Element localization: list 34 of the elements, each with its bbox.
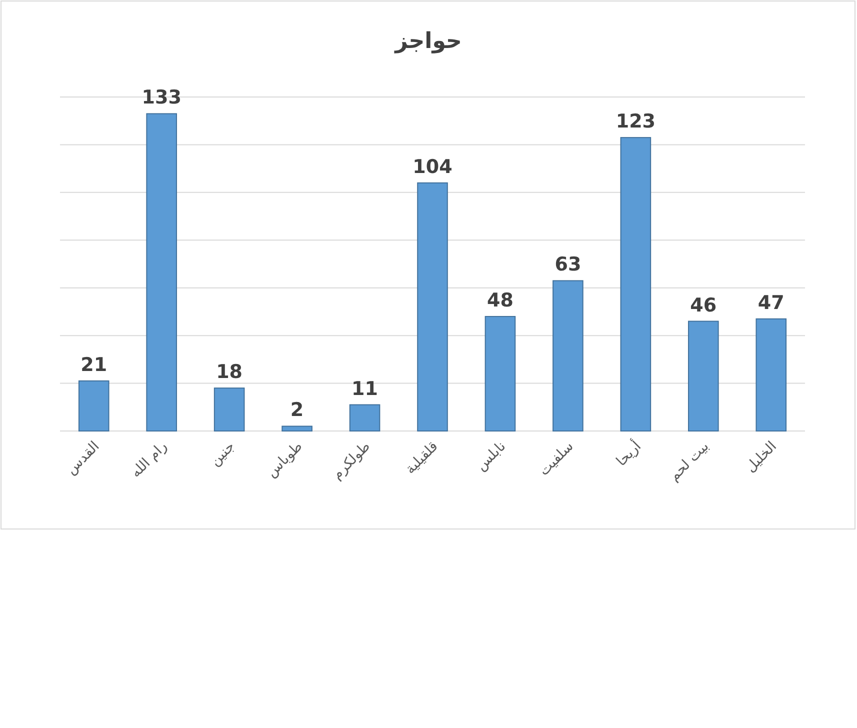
data-label: 18 — [216, 361, 243, 384]
data-label: 11 — [352, 378, 378, 400]
x-tick-label: رام الله — [128, 438, 170, 481]
bar — [214, 388, 245, 432]
x-tick-label: طوباس — [264, 438, 306, 481]
chart-title: حواجز — [394, 29, 462, 54]
x-tick-label: بيت لحم — [666, 438, 712, 484]
bar — [146, 113, 177, 432]
bar — [417, 182, 448, 432]
data-label: 63 — [554, 254, 582, 276]
x-tick-label: الخليل — [742, 438, 780, 476]
x-tick-label: نابلس — [473, 438, 510, 474]
bar — [349, 404, 380, 432]
data-label: 46 — [690, 294, 717, 316]
x-tick-label: قلقيلية — [402, 438, 442, 478]
bar — [282, 426, 312, 432]
bar — [484, 316, 516, 432]
bar — [552, 280, 584, 432]
x-tick-label: جنين — [207, 438, 238, 470]
x-tick-label: القدس — [63, 438, 103, 478]
bar — [756, 318, 787, 432]
data-label: 47 — [758, 292, 784, 314]
bar — [688, 320, 719, 432]
bar — [620, 137, 652, 432]
data-label: 21 — [80, 354, 108, 376]
data-label: 2 — [290, 399, 304, 422]
x-tick-label: طولكرم — [329, 438, 374, 483]
x-tick-label: أريحا — [612, 437, 645, 470]
x-tick-label: سلفيت — [536, 438, 577, 480]
data-label: 123 — [616, 110, 656, 133]
data-label: 48 — [487, 289, 514, 312]
data-label: 104 — [412, 156, 452, 178]
bar — [78, 380, 110, 432]
data-label: 133 — [142, 86, 182, 109]
